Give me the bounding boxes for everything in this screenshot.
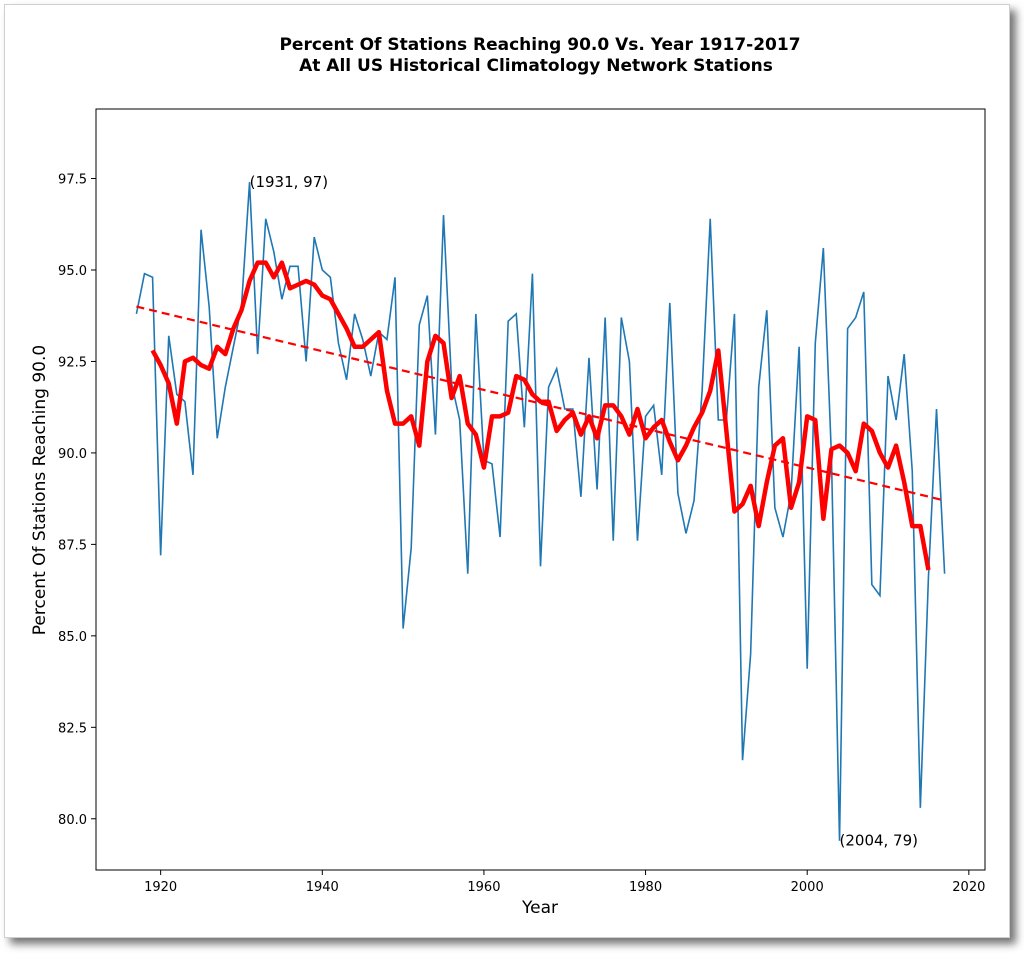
annotation-min: (2004, 79) <box>840 832 919 850</box>
figure-frame <box>4 4 1010 938</box>
x-tick-label: 1960 <box>467 880 500 895</box>
y-tick-label: 80.0 <box>58 813 87 828</box>
series-layer <box>135 182 946 841</box>
y-axis-label: Percent Of Stations Reaching 90.0 <box>30 345 50 635</box>
y-tick-label: 92.5 <box>58 355 87 370</box>
x-axis-ticks: 1920 1940 1960 1980 2000 2020 <box>144 870 985 895</box>
y-tick-label: 87.5 <box>58 538 87 553</box>
y-tick-label: 97.5 <box>58 173 87 188</box>
smoothed-series-line <box>150 260 931 571</box>
y-tick-label: 82.5 <box>58 721 87 736</box>
x-tick-label: 2000 <box>791 880 824 895</box>
y-tick-label: 85.0 <box>58 630 87 645</box>
x-tick-label: 1920 <box>144 880 177 895</box>
chart-title-line-1: Percent Of Stations Reaching 90.0 Vs. Ye… <box>279 35 800 55</box>
y-axis-ticks: 80.0 82.5 85.0 87.5 90.0 92.5 95.0 97.5 <box>58 173 96 828</box>
annual-series-line <box>135 182 946 841</box>
chart-title-line-2: At All US Historical Climatology Network… <box>299 56 773 76</box>
plot-area <box>95 108 986 871</box>
annotation-max: (1931, 97) <box>250 173 329 191</box>
x-tick-label: 1980 <box>629 880 662 895</box>
y-tick-label: 90.0 <box>58 447 87 462</box>
y-tick-label: 95.0 <box>58 264 87 279</box>
x-tick-label: 1940 <box>306 880 339 895</box>
x-axis-label: Year <box>521 898 558 918</box>
trend-line <box>136 305 945 502</box>
x-tick-label: 2020 <box>952 880 985 895</box>
